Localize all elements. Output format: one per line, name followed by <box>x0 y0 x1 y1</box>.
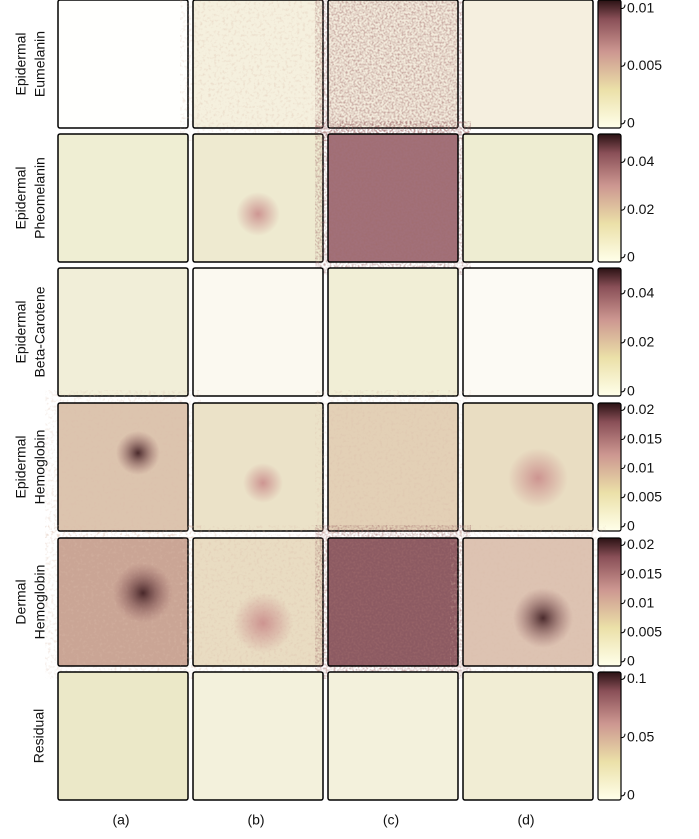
row-label: Epidermal <box>13 435 29 498</box>
panel-fill <box>328 268 458 396</box>
image-panel <box>463 538 593 666</box>
panel-fill <box>463 268 593 396</box>
image-panel <box>193 672 323 800</box>
row-label: Eumelanin <box>32 31 48 97</box>
colorbar-tick-label: 0 <box>627 249 635 265</box>
image-panel <box>328 672 458 800</box>
row-label: Epidermal <box>13 166 29 229</box>
image-panel <box>58 672 188 800</box>
image-panel <box>328 403 458 531</box>
colorbar-tick-label: 0.05 <box>627 728 654 744</box>
image-panel <box>193 134 323 262</box>
column-label: (b) <box>247 812 264 828</box>
row-label: Epidermal <box>13 32 29 95</box>
column-label: (d) <box>517 812 534 828</box>
panel-fill <box>463 0 593 128</box>
image-panel <box>328 134 458 262</box>
colorbar <box>598 134 621 262</box>
panel-blob <box>116 431 160 475</box>
column-label: (a) <box>112 812 129 828</box>
colorbar-tick-label: 0.01 <box>627 594 654 610</box>
colorbar <box>598 0 621 128</box>
panel-fill <box>58 268 188 396</box>
panel-blob <box>508 448 568 508</box>
image-panel <box>463 403 593 531</box>
colorbar <box>598 538 621 666</box>
image-panel <box>463 672 593 800</box>
colorbar-tick-label: 0.04 <box>627 153 654 169</box>
colorbar <box>598 403 621 531</box>
colorbar-tick-label: 0.015 <box>627 430 662 446</box>
panel-fill <box>328 672 458 800</box>
image-panel <box>193 403 323 531</box>
colorbar-tick-label: 0.1 <box>627 670 647 686</box>
row-label: Hemoglobin <box>32 565 48 640</box>
row-label: Epidermal <box>13 300 29 363</box>
image-panel <box>58 0 188 128</box>
image-panel <box>58 134 188 262</box>
panel-fill <box>193 268 323 396</box>
image-panel <box>193 268 323 396</box>
colorbar-tick-label: 0.02 <box>627 201 654 217</box>
panel-fill <box>58 0 188 128</box>
colorbar-tick-label: 0.02 <box>627 334 654 350</box>
panel-fill <box>463 134 593 262</box>
colorbar-tick-label: 0 <box>627 383 635 399</box>
panel-fill <box>193 672 323 800</box>
colorbar-tick-label: 0.005 <box>627 57 662 73</box>
panel-texture <box>193 0 323 128</box>
panel-blob <box>233 593 293 653</box>
colorbar-tick-label: 0.02 <box>627 401 654 417</box>
panel-texture <box>328 0 458 128</box>
image-panel <box>193 538 323 666</box>
row-label: Beta-Carotene <box>32 286 48 377</box>
panel-texture <box>328 403 458 531</box>
row-label: Dermal <box>13 579 29 624</box>
colorbar <box>598 268 621 396</box>
colorbar-tick-label: 0.01 <box>627 0 654 15</box>
panel-texture <box>328 134 458 262</box>
row-label: Hemoglobin <box>32 430 48 505</box>
colorbar-tick-label: 0.04 <box>627 285 654 301</box>
colorbar-tick-label: 0 <box>627 518 635 534</box>
image-panel <box>463 268 593 396</box>
image-panel <box>463 134 593 262</box>
panel-blob <box>236 192 280 236</box>
image-panel <box>463 0 593 128</box>
panel-fill <box>463 672 593 800</box>
image-panel <box>328 538 458 666</box>
image-panel <box>328 268 458 396</box>
row-label: Pheomelanin <box>32 157 48 239</box>
row-label: Residual <box>31 709 47 763</box>
panel-fill <box>58 134 188 262</box>
colorbar-tick-label: 0 <box>627 787 635 803</box>
image-panel <box>193 0 323 128</box>
image-panel <box>58 403 188 531</box>
image-panel <box>328 0 458 128</box>
panel-texture <box>328 538 458 666</box>
image-panel <box>58 268 188 396</box>
colorbar-tick-label: 0 <box>627 115 635 131</box>
colorbar-tick-label: 0.005 <box>627 624 662 640</box>
colorbar <box>598 672 621 800</box>
colorbar-tick-label: 0.01 <box>627 459 654 475</box>
panel-blob <box>513 588 573 648</box>
panel-fill <box>58 672 188 800</box>
panel-blob <box>113 563 173 623</box>
panel-blob <box>243 463 283 503</box>
figure: EpidermalEumelanin00.0050.01EpidermalPhe… <box>0 0 699 834</box>
colorbar-tick-label: 0.02 <box>627 536 654 552</box>
colorbar-tick-label: 0.005 <box>627 489 662 505</box>
column-label: (c) <box>383 812 399 828</box>
colorbar-tick-label: 0 <box>627 653 635 669</box>
colorbar-tick-label: 0.015 <box>627 565 662 581</box>
image-panel <box>58 538 188 666</box>
